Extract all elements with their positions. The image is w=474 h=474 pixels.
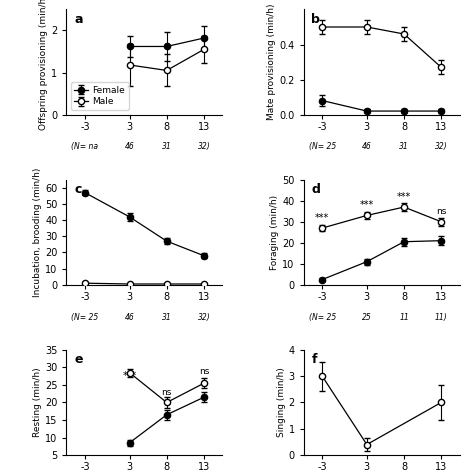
Text: b: b	[311, 13, 320, 26]
Text: 46: 46	[362, 142, 372, 151]
Text: 46: 46	[125, 312, 135, 321]
Text: ns: ns	[436, 208, 447, 217]
Text: (N= 25: (N= 25	[309, 312, 336, 321]
Text: (N= na: (N= na	[72, 142, 99, 151]
Text: ***: ***	[122, 372, 137, 382]
Text: ***: ***	[360, 200, 374, 210]
Text: 31: 31	[162, 312, 172, 321]
Text: a: a	[74, 13, 82, 26]
Y-axis label: Foraging (min/h): Foraging (min/h)	[271, 195, 280, 270]
Text: 31: 31	[399, 142, 409, 151]
Y-axis label: Singing (min/h): Singing (min/h)	[277, 368, 286, 438]
Text: ***: ***	[397, 192, 411, 202]
Text: 11: 11	[399, 312, 409, 321]
Text: f: f	[311, 353, 317, 366]
Text: c: c	[74, 183, 82, 196]
Y-axis label: Resting (min/h): Resting (min/h)	[33, 368, 42, 438]
Text: 11): 11)	[435, 312, 447, 321]
Y-axis label: Offspring provisioning (min/h): Offspring provisioning (min/h)	[39, 0, 48, 130]
Text: (N= 25: (N= 25	[71, 312, 99, 321]
Y-axis label: Mate provisioning (min/h): Mate provisioning (min/h)	[267, 4, 276, 120]
Text: d: d	[311, 183, 320, 196]
Text: 32): 32)	[198, 312, 210, 321]
Text: ns: ns	[162, 388, 172, 397]
Text: e: e	[74, 353, 82, 366]
Text: ***: ***	[315, 213, 329, 223]
Text: 46: 46	[125, 142, 135, 151]
Text: (N= 25: (N= 25	[309, 142, 336, 151]
Text: ns: ns	[199, 367, 209, 376]
Text: 25: 25	[362, 312, 372, 321]
Legend: Female, Male: Female, Male	[71, 82, 129, 110]
Y-axis label: Incubation, brooding (min/h): Incubation, brooding (min/h)	[33, 168, 42, 297]
Text: 32): 32)	[198, 142, 210, 151]
Text: 31: 31	[162, 142, 172, 151]
Text: 32): 32)	[435, 142, 447, 151]
